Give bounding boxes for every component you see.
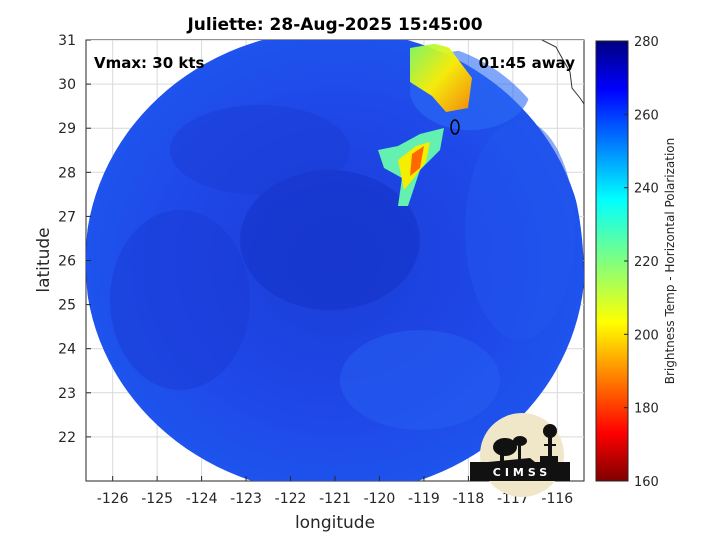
cimss-logo: CIMSS	[470, 413, 570, 497]
colorbar-tick-label: 220	[634, 255, 659, 270]
y-tick-label: 29	[58, 121, 76, 137]
chart-title: Juliette: 28-Aug-2025 15:45:00	[186, 15, 482, 35]
x-tick-label: -119	[408, 491, 440, 507]
colorbar-ticks: 280 260 240 220 200 180 160	[624, 35, 659, 490]
colorbar-tick-label: 240	[634, 182, 659, 197]
x-axis-label: longitude	[295, 513, 375, 533]
y-tick-label: 25	[58, 298, 76, 314]
y-tick-label: 27	[58, 209, 76, 225]
swath-image	[86, 40, 584, 481]
x-tick-label: -116	[541, 491, 573, 507]
colorbar-label: Brightness Temp - Horizontal Polarizatio…	[663, 138, 677, 385]
y-tick-label: 26	[58, 254, 76, 270]
colorbar-tick-label: 160	[634, 475, 659, 490]
x-tick-label: -124	[186, 491, 218, 507]
colorbar-tick-label: 180	[634, 402, 659, 417]
logo-text: CIMSS	[493, 466, 551, 479]
colorbar-tick-label: 280	[634, 35, 659, 50]
x-tick-label: -122	[275, 491, 307, 507]
colorbar-tick-label: 260	[634, 108, 659, 123]
x-tick-label: -126	[97, 491, 129, 507]
x-axis-ticks: -126 -125 -124 -123 -122 -121 -120 -119 -118 -117…	[97, 476, 573, 507]
x-tick-label: -120	[364, 491, 396, 507]
y-tick-label: 31	[58, 33, 76, 49]
coastline	[541, 40, 584, 105]
cold-cloud-contour	[450, 119, 460, 135]
time-away-annotation: 01:45 away	[479, 54, 576, 72]
x-tick-label: -121	[319, 491, 351, 507]
swath-texture	[110, 42, 575, 430]
y-tick-label: 23	[58, 386, 76, 402]
x-tick-label: -123	[230, 491, 262, 507]
northern-cold-band	[410, 42, 472, 112]
y-axis-ticks: 22 23 24 25 26 27 28 29 30 31	[58, 33, 91, 446]
vmax-annotation: Vmax: 30 kts	[94, 54, 204, 72]
y-tick-label: 30	[58, 77, 76, 93]
x-tick-label: -118	[453, 491, 485, 507]
colorbar	[595, 40, 629, 482]
y-tick-label: 24	[58, 342, 76, 358]
y-tick-label: 28	[58, 165, 76, 181]
colorbar-tick-label: 200	[634, 328, 659, 343]
y-tick-label: 22	[58, 430, 76, 446]
y-axis-label: latitude	[34, 227, 54, 292]
x-tick-label: -125	[141, 491, 173, 507]
